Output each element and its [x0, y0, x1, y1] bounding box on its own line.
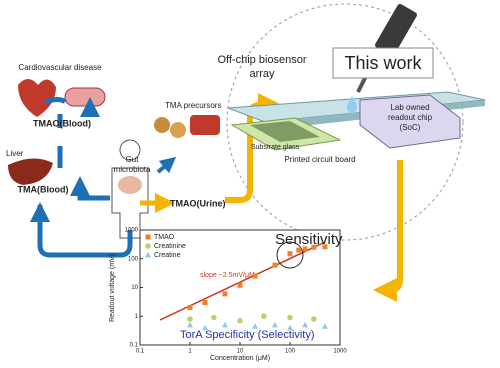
- point: [302, 321, 309, 328]
- egg: [154, 117, 170, 133]
- label: Liver: [6, 149, 24, 158]
- point: [272, 262, 278, 268]
- gut: [118, 176, 142, 194]
- annotation: Sensitivity: [275, 231, 343, 248]
- label: This work: [344, 53, 422, 73]
- point: [296, 247, 302, 253]
- point: [211, 314, 217, 321]
- readout-chip: [359, 94, 461, 149]
- label: TMAO(Blood): [33, 118, 91, 128]
- this-work-box: [332, 47, 434, 79]
- label: Cardiovascular disease: [18, 63, 102, 72]
- sensor-array: [250, 121, 320, 142]
- legend-label: Creatine: [154, 252, 181, 259]
- point: [187, 316, 193, 322]
- point: [221, 321, 228, 328]
- y-tick-label: 0.1: [130, 343, 139, 349]
- x-axis-label: Concentration (μM): [210, 355, 270, 362]
- point: [261, 313, 267, 320]
- legend-label: Creatinine: [154, 243, 186, 250]
- x-tick-label: 1000: [333, 349, 347, 355]
- point: [202, 300, 208, 306]
- label: TMAO(Urine): [170, 198, 226, 208]
- y-tick-label: 1: [135, 314, 139, 320]
- point: [222, 291, 228, 297]
- point: [287, 324, 293, 331]
- vessel: [64, 87, 106, 107]
- point: [322, 244, 328, 250]
- label: microbiota: [114, 165, 151, 174]
- nut: [170, 122, 186, 138]
- blue-loop: [37, 205, 133, 258]
- point: [287, 314, 293, 321]
- label: TMA precursors: [165, 101, 221, 110]
- point: [252, 323, 259, 329]
- x-tick-label: 10: [237, 349, 244, 355]
- droplet: [347, 96, 357, 114]
- label: Gut: [126, 155, 140, 164]
- yellow-arrow: [373, 160, 403, 302]
- point: [187, 305, 193, 311]
- label: Printed circuit board: [284, 155, 355, 164]
- label: Off-chip biosensor: [217, 54, 306, 66]
- point: [202, 324, 209, 331]
- label: TMA(Blood): [18, 184, 69, 194]
- point: [145, 243, 151, 249]
- point: [321, 323, 328, 329]
- y-tick-label: 10: [131, 285, 138, 291]
- point: [252, 273, 258, 279]
- label: array: [249, 68, 275, 80]
- liver-icon: [8, 158, 53, 185]
- x-tick-label: 1: [188, 349, 192, 355]
- highlight-circle: [276, 241, 304, 269]
- label: Substrate glass: [251, 144, 300, 151]
- y-tick-label: 100: [128, 256, 139, 262]
- point: [237, 317, 243, 324]
- y-tick-label: 1000: [125, 228, 139, 234]
- point: [302, 246, 308, 252]
- plot: 0.1 1 10 100 1000 0.1 1 10 100 1000 TMAO Creatinine…: [125, 228, 348, 355]
- blue-arrows: [44, 100, 90, 168]
- legend-label: TMAO: [154, 234, 175, 241]
- heart: [18, 79, 56, 117]
- x-tick-label: 0.1: [136, 349, 145, 355]
- meat: [190, 115, 220, 135]
- y-axis-label: Readout voltage (mV): [109, 254, 116, 322]
- point: [311, 244, 317, 250]
- point: [145, 234, 151, 240]
- pipette: [375, 3, 417, 57]
- label: (SoC): [400, 123, 421, 132]
- blue-arrow: [70, 176, 110, 201]
- annotation: TorA Specificity (Selectivity): [180, 329, 314, 341]
- point: [311, 316, 317, 322]
- label: Lab owned: [390, 103, 429, 112]
- point: [237, 282, 243, 288]
- point: [287, 251, 293, 257]
- point: [145, 252, 151, 258]
- point: [271, 321, 278, 328]
- annotation: slope ~2.5mV/μM: [200, 272, 255, 279]
- label: readout chip: [388, 113, 433, 122]
- point: [187, 321, 193, 328]
- blue-arrow: [156, 156, 177, 174]
- focus-circle: [226, 3, 464, 241]
- x-tick-label: 100: [285, 349, 296, 355]
